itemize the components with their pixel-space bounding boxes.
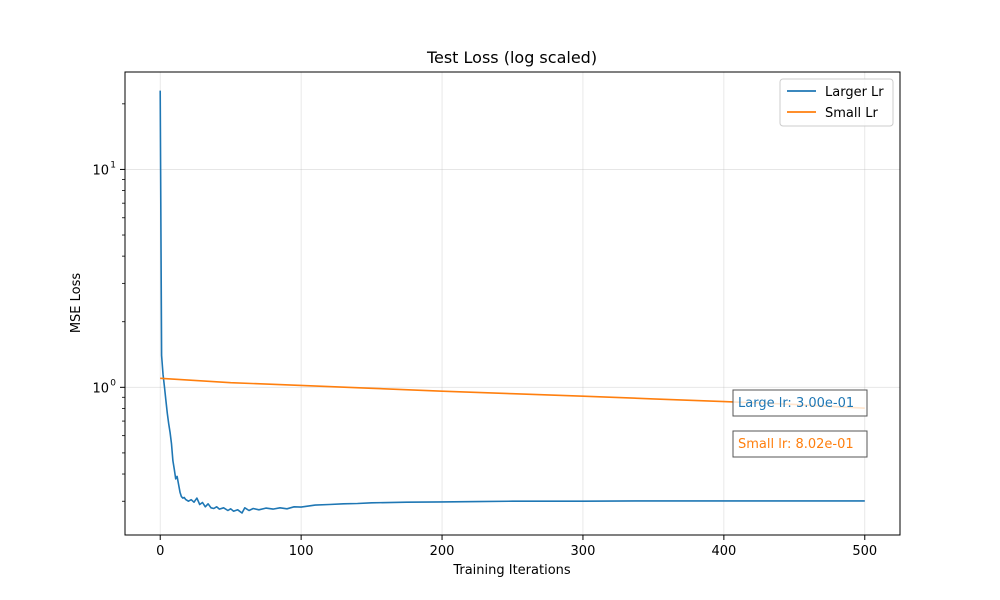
annotations: Large lr: 3.00e-01 Small lr: 8.02e-01 xyxy=(732,389,868,458)
y-tick-label: 10 xyxy=(92,163,109,178)
y-axis-label: MSE Loss xyxy=(69,273,84,334)
x-tick-label: 300 xyxy=(571,544,596,559)
x-axis-label: Training Iterations xyxy=(452,563,571,578)
annotation-text: Large lr: 3.00e-01 xyxy=(738,396,854,411)
annotation-box xyxy=(732,389,868,417)
annotation-box xyxy=(732,430,868,458)
x-tick-label: 0 xyxy=(156,544,164,559)
plot-frame xyxy=(124,71,901,536)
x-tick-label: 100 xyxy=(289,544,314,559)
legend-label: Small Lr xyxy=(825,106,878,121)
chart-title: Test Loss (log scaled) xyxy=(426,48,597,67)
x-tick-label: 200 xyxy=(430,544,455,559)
y-tick-label: 10 xyxy=(92,381,109,396)
legend-label: Larger Lr xyxy=(825,85,884,100)
x-tick-label: 400 xyxy=(711,544,736,559)
x-tick-label: 500 xyxy=(852,544,877,559)
y-tick-exponent: 1 xyxy=(110,160,116,170)
y-tick-exponent: 0 xyxy=(110,378,116,388)
annotation-text: Small lr: 8.02e-01 xyxy=(738,437,854,452)
series-line-larger-lr xyxy=(159,90,865,514)
legend: Larger Lr Small Lr xyxy=(779,78,894,127)
